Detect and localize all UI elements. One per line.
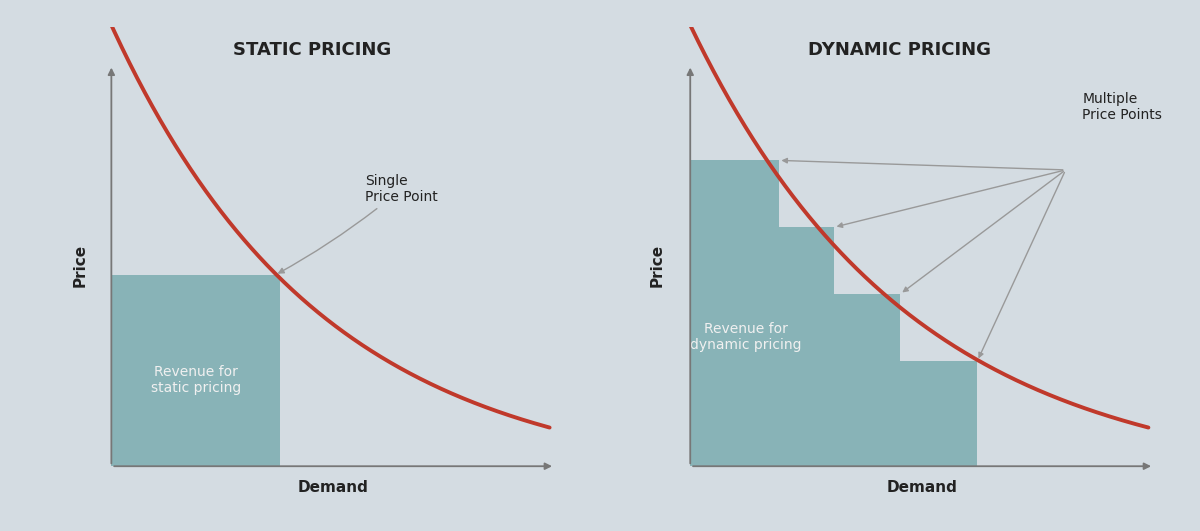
Text: Demand: Demand xyxy=(298,480,368,495)
Text: STATIC PRICING: STATIC PRICING xyxy=(233,41,391,59)
Text: Revenue for
static pricing: Revenue for static pricing xyxy=(151,365,241,395)
Bar xyxy=(690,361,977,466)
Bar xyxy=(690,294,900,361)
Text: DYNAMIC PRICING: DYNAMIC PRICING xyxy=(809,41,991,59)
Text: Revenue for
dynamic pricing: Revenue for dynamic pricing xyxy=(690,322,802,352)
Text: Single
Price Point: Single Price Point xyxy=(278,174,438,273)
Text: Demand: Demand xyxy=(887,480,958,495)
Text: Multiple
Price Points: Multiple Price Points xyxy=(1082,92,1162,122)
Text: Price: Price xyxy=(72,244,88,287)
Text: Price: Price xyxy=(649,244,665,287)
Bar xyxy=(690,160,779,227)
Bar xyxy=(690,227,834,294)
Bar xyxy=(112,275,281,466)
